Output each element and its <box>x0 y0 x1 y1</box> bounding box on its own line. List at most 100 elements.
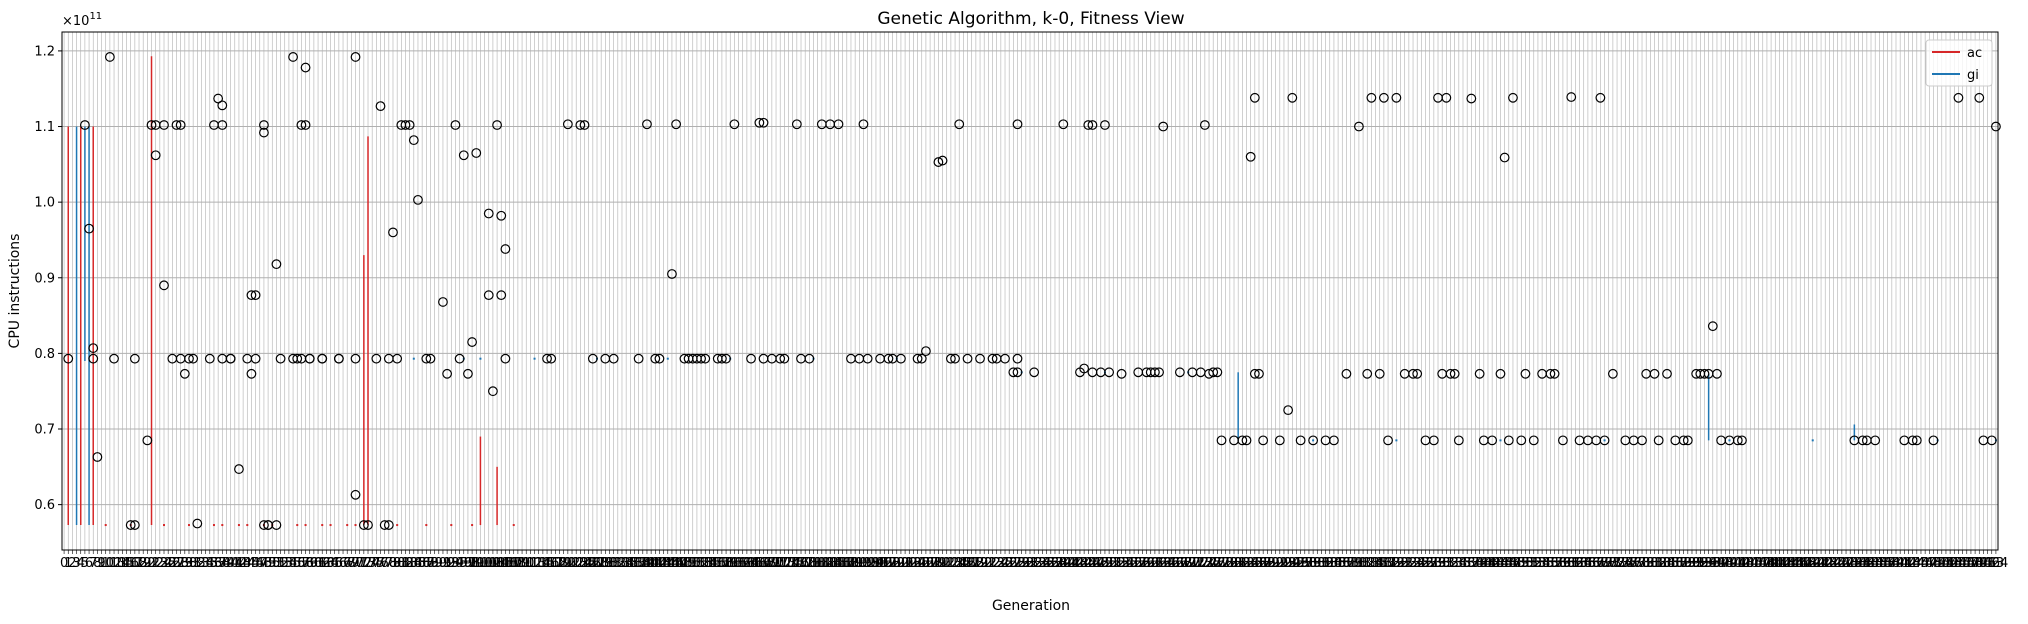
x-tick-label: 8 <box>93 556 101 571</box>
x-tick-label: 412 <box>1767 556 1792 571</box>
x-tick-label: 310 <box>1342 556 1367 571</box>
outlier-point <box>575 120 586 130</box>
x-tick-label: 283 <box>1230 556 1255 571</box>
x-tick-label: 226 <box>993 556 1018 571</box>
x-tick-label: 63 <box>318 556 335 571</box>
x-tick-label: 58 <box>297 556 314 571</box>
x-tick-label: 353 <box>1521 556 1546 571</box>
outlier-point <box>442 368 453 379</box>
outlier-point <box>250 353 261 364</box>
chart-title: Genetic Algorithm, k-0, Fitness View <box>877 9 1184 29</box>
x-tick-label: 347 <box>1496 556 1521 571</box>
x-tick-label: 438 <box>1875 556 1900 571</box>
x-tick-label: 386 <box>1659 556 1684 571</box>
x-tick-label: 392 <box>1684 556 1709 571</box>
x-tick-label: 414 <box>1775 556 1800 571</box>
x-tick-label: 118 <box>543 556 568 571</box>
x-tick-label: 199 <box>880 556 905 571</box>
x-tick-label: 460 <box>1967 556 1992 571</box>
outlier-point <box>84 223 94 234</box>
x-tick-label: 88 <box>422 556 439 571</box>
x-tick-label: 388 <box>1667 556 1692 571</box>
x-tick-label: 175 <box>780 556 805 571</box>
y-tick-label: 0.6 <box>34 498 55 513</box>
x-tick-label: 222 <box>976 556 1001 571</box>
x-tick-label: 316 <box>1367 556 1392 571</box>
x-tick-label: 41 <box>227 556 244 571</box>
outlier-point <box>1453 435 1464 446</box>
x-tick-label: 212 <box>934 556 959 571</box>
x-tick-label: 366 <box>1575 556 1600 571</box>
y-tick-label: 1.1 <box>34 120 55 135</box>
x-tick-label: 454 <box>1942 556 1967 571</box>
x-tick-label: 315 <box>1363 556 1388 571</box>
outlier-point <box>425 353 436 364</box>
x-tick-label: 168 <box>751 556 776 571</box>
x-tick-label: 154 <box>693 556 718 571</box>
x-tick-label: 433 <box>1854 556 1879 571</box>
x-tick-label: 380 <box>1634 556 1659 571</box>
x-tick-label: 306 <box>1326 556 1351 571</box>
x-tick-label: 82 <box>397 556 414 571</box>
x-tick-label: 367 <box>1580 556 1605 571</box>
outlier-point <box>1208 367 1219 378</box>
x-tick-label: 116 <box>535 556 560 571</box>
x-tick-label: 53 <box>276 556 293 571</box>
outlier-point <box>1287 92 1298 103</box>
x-tick-label: 46 <box>247 556 264 571</box>
x-tick-label: 417 <box>1788 556 1813 571</box>
x-tick-label: 147 <box>664 556 689 571</box>
x-tick-label: 444 <box>1900 556 1925 571</box>
outlier-point <box>1599 435 1610 446</box>
x-tick-label: 349 <box>1505 556 1530 571</box>
x-tick-label: 130 <box>593 556 618 571</box>
x-tick-label: 260 <box>1134 556 1159 571</box>
outlier-point <box>1029 367 1040 378</box>
x-tick-label: 416 <box>1784 556 1809 571</box>
x-tick-label: 177 <box>789 556 814 571</box>
x-tick-label: 120 <box>551 556 576 571</box>
x-tick-label: 16 <box>122 556 139 571</box>
outlier-point <box>1154 367 1164 378</box>
x-tick-label: 197 <box>872 556 897 571</box>
outlier-point <box>1391 92 1402 103</box>
x-tick-label: 426 <box>1825 556 1850 571</box>
x-tick-label: 431 <box>1846 556 1871 571</box>
x-tick-label: 66 <box>331 556 348 571</box>
x-tick-label: 352 <box>1517 556 1542 571</box>
x-tick-label: 267 <box>1163 556 1188 571</box>
x-tick-label: 430 <box>1842 556 1867 571</box>
outlier-point <box>1245 151 1256 162</box>
x-tick-label: 303 <box>1313 556 1338 571</box>
x-tick-label: 204 <box>901 556 926 571</box>
outlier-point <box>371 353 382 364</box>
x-tick-label: 219 <box>963 556 988 571</box>
x-tick-label: 207 <box>913 556 938 571</box>
x-tick-label: 247 <box>1080 556 1105 571</box>
outlier-point <box>192 518 203 529</box>
x-tick-label: 114 <box>526 556 551 571</box>
x-tick-label: 461 <box>1971 556 1996 571</box>
x-tick-label: 125 <box>572 556 597 571</box>
x-tick-label: 101 <box>472 556 497 571</box>
outlier-point <box>225 353 236 364</box>
x-tick-label: 365 <box>1571 556 1596 571</box>
x-tick-label: 407 <box>1746 556 1771 571</box>
legend: ac gi <box>1925 39 1993 87</box>
outlier-point <box>296 120 307 130</box>
x-tick-label: 443 <box>1896 556 1921 571</box>
x-tick-label: 10 <box>97 556 114 571</box>
x-tick-label: 117 <box>539 556 564 571</box>
x-tick-label: 132 <box>601 556 626 571</box>
x-tick-label: 440 <box>1884 556 1909 571</box>
x-tick-label: 129 <box>589 556 614 571</box>
x-tick-label: 51 <box>268 556 285 571</box>
x-tick-label: 390 <box>1675 556 1700 571</box>
outlier-point <box>1737 435 1747 446</box>
x-tick-label: 163 <box>730 556 755 571</box>
x-tick-label: 309 <box>1338 556 1363 571</box>
outlier-point <box>1408 368 1418 379</box>
x-tick-label: 29 <box>177 556 194 571</box>
outlier-point <box>945 353 956 364</box>
x-tick-label: 337 <box>1455 556 1480 571</box>
